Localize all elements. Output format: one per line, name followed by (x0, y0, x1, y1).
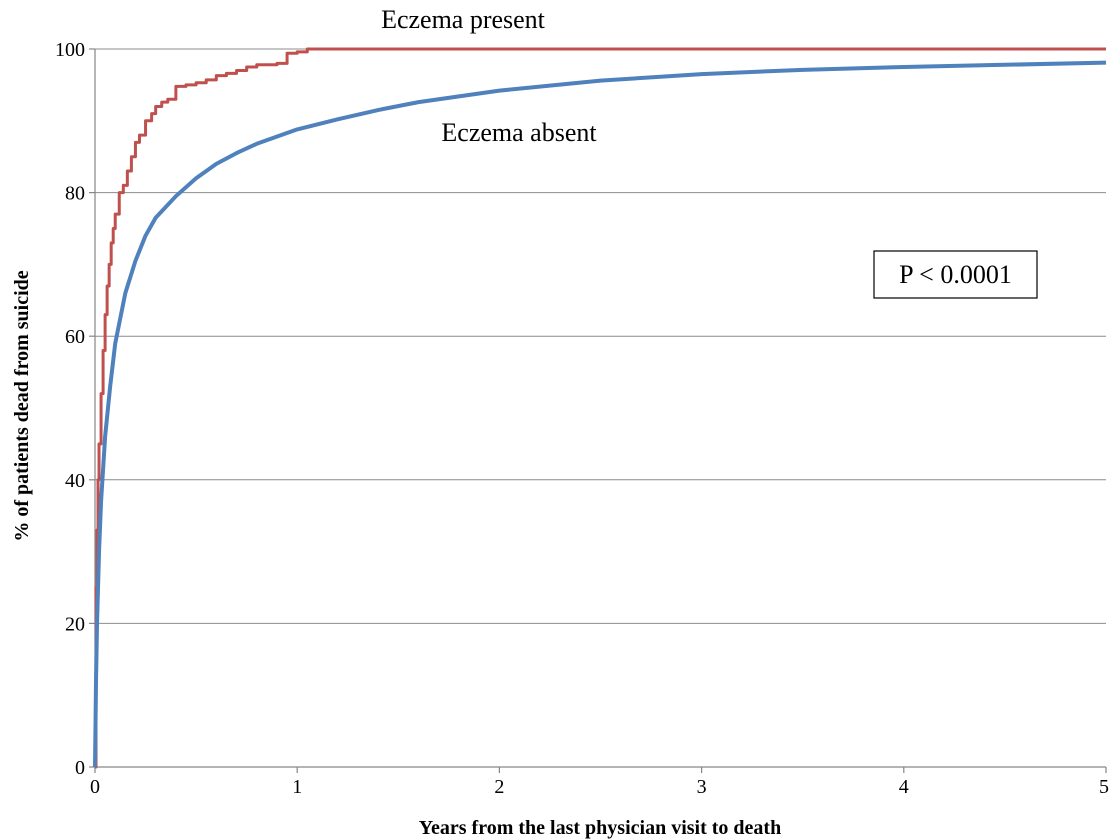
x-tick-label: 4 (899, 776, 909, 798)
y-axis-title: % of patients dead from suicide (11, 270, 33, 541)
series-line-eczema-present (94, 47, 1106, 769)
series-lines (93, 47, 1107, 769)
x-tick-label: 0 (90, 776, 100, 798)
series-line-eczema-absent (93, 60, 1107, 768)
p-value-text: P < 0.0001 (899, 260, 1012, 289)
x-tick-label: 3 (697, 776, 707, 798)
axes (89, 48, 1107, 773)
y-tick-labels: 0 20 40 60 80 100 (55, 39, 85, 779)
series-label-eczema-present: Eczema present (381, 5, 546, 34)
gridlines (95, 48, 1106, 624)
x-axis-title: Years from the last physician visit to d… (419, 817, 781, 839)
x-tick-label: 5 (1099, 776, 1109, 798)
y-tick-label: 20 (65, 613, 85, 635)
p-value-box: P < 0.0001 (873, 250, 1038, 299)
x-tick-label: 1 (292, 776, 302, 798)
y-tick-label: 80 (65, 183, 85, 205)
y-tick-label: 40 (65, 470, 85, 492)
y-tick-label: 0 (75, 757, 85, 779)
p-value-box-border (873, 250, 1038, 299)
y-tick-label: 60 (65, 326, 85, 348)
y-tick-label: 100 (55, 39, 85, 61)
x-tick-label: 2 (494, 776, 504, 798)
x-tick-labels: 0 1 2 3 4 5 (90, 776, 1109, 798)
series-label-eczema-absent: Eczema absent (441, 118, 597, 147)
